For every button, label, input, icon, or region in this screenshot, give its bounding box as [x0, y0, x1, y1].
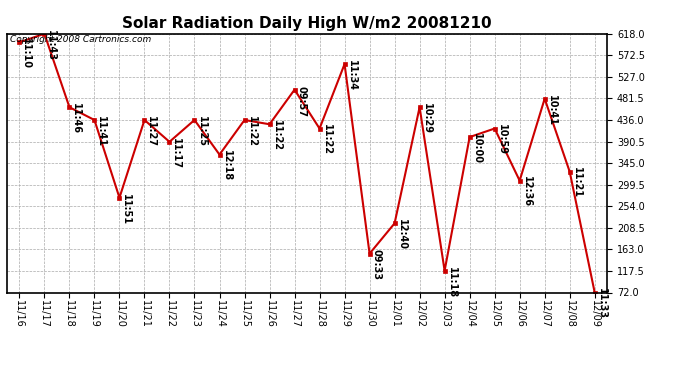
Text: 10:41: 10:41 — [546, 94, 557, 126]
Text: 11:27: 11:27 — [146, 116, 157, 147]
Text: 09:57: 09:57 — [297, 86, 306, 117]
Text: 11:41: 11:41 — [97, 116, 106, 147]
Text: 11:21: 11:21 — [571, 168, 582, 198]
Text: 11:22: 11:22 — [322, 124, 331, 155]
Text: 12:18: 12:18 — [221, 150, 231, 182]
Title: Solar Radiation Daily High W/m2 20081210: Solar Radiation Daily High W/m2 20081210 — [122, 16, 492, 31]
Text: Copyright 2008 Cartronics.com: Copyright 2008 Cartronics.com — [10, 35, 151, 44]
Text: 11:17: 11:17 — [171, 138, 181, 169]
Text: 11:33: 11:33 — [597, 288, 607, 320]
Text: 10:00: 10:00 — [471, 133, 482, 164]
Text: 11:34: 11:34 — [346, 60, 357, 91]
Text: 11:22: 11:22 — [246, 116, 257, 147]
Text: 10:29: 10:29 — [422, 103, 431, 134]
Text: 11:51: 11:51 — [121, 194, 131, 225]
Text: 10:59: 10:59 — [497, 124, 506, 155]
Text: 09:33: 09:33 — [371, 249, 382, 280]
Text: 11:46: 11:46 — [71, 103, 81, 134]
Text: 11:25: 11:25 — [197, 116, 206, 147]
Text: 12:40: 12:40 — [397, 219, 406, 250]
Text: 11:43: 11:43 — [46, 30, 57, 61]
Text: 11:18: 11:18 — [446, 267, 457, 298]
Text: 12:36: 12:36 — [522, 177, 531, 207]
Text: 11:22: 11:22 — [271, 120, 282, 151]
Text: 11:10: 11:10 — [21, 38, 31, 69]
